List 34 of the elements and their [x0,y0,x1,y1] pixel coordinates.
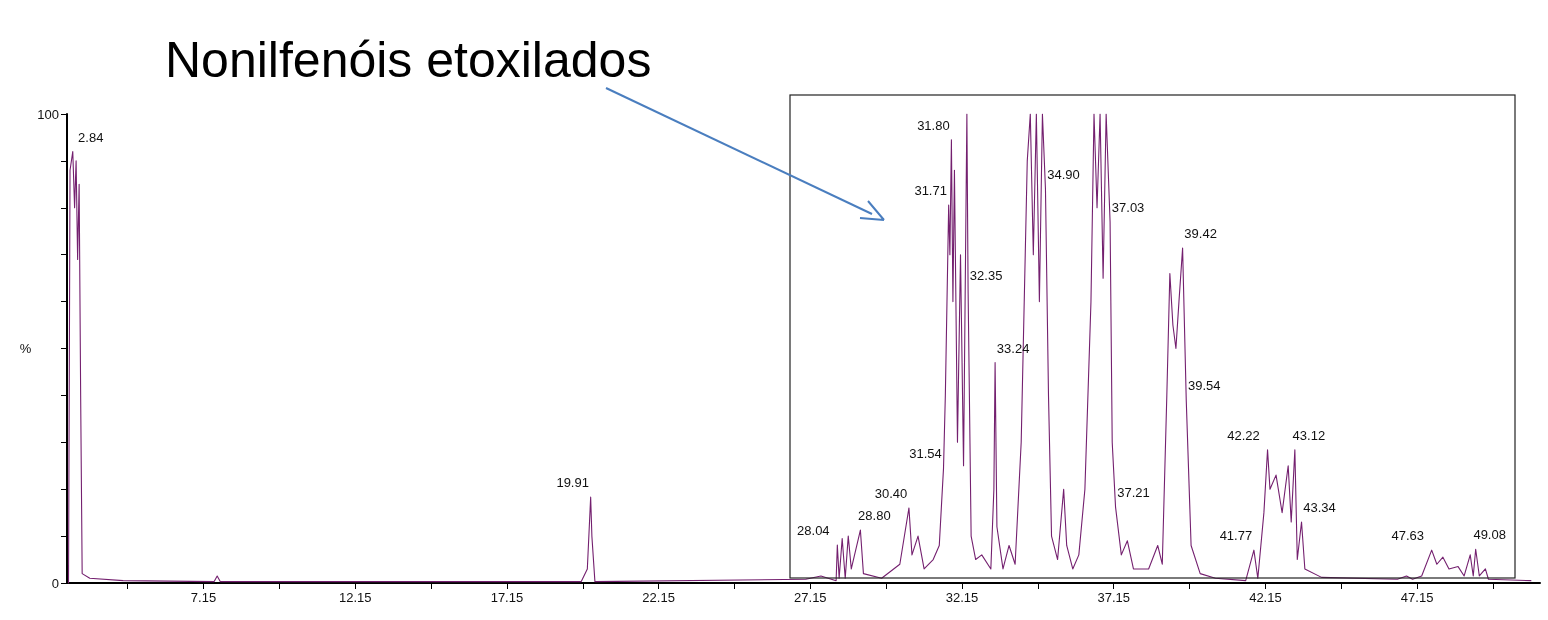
annotation: 19.91 [556,475,589,491]
x-tick-label: 27.15 [794,590,827,605]
annotation: 2.84 [78,129,104,145]
annotation: 28.04 [797,523,830,539]
annotation: 31.71 [914,182,947,198]
annotation: 41.77 [1219,528,1253,544]
annotation: 37.03 [1111,199,1145,215]
x-tick-label: 47.15 [1400,590,1434,605]
x-tick-label: 22.15 [642,590,675,605]
annotation: 49.08 [1473,527,1506,543]
x-tick-label: 17.15 [490,590,524,605]
x-tick-label: 32.15 [945,590,979,605]
annotation: 31.80 [917,117,950,133]
x-tick-label: 37.15 [1097,590,1130,605]
annotation: 32.35 [969,267,1003,283]
annotation: 39.54 [1187,378,1221,394]
y-axis-title: % [19,341,32,356]
chart-title: Nonilfenóis etoxilados [165,32,652,88]
x-tick-label: 42.15 [1249,590,1282,605]
y-tick-label: 0 [51,575,59,591]
annotation: 43.12 [1292,427,1326,443]
annotation: 47.63 [1391,528,1424,544]
annotation: 42.22 [1227,427,1260,443]
annotation: 31.54 [909,446,942,462]
annotation: 37.21 [1117,485,1150,501]
line-series [67,113,1532,584]
annotation: 43.34 [1303,500,1336,516]
x-tick-label: 7.15 [190,590,217,605]
annotation: 39.42 [1184,226,1217,242]
annotation: 30.40 [874,485,908,501]
annotation: 34.90 [1047,167,1080,183]
annotation: 28.80 [858,508,891,523]
y-tick-label: 100 [37,106,59,122]
x-tick-label: 12.15 [338,590,372,605]
